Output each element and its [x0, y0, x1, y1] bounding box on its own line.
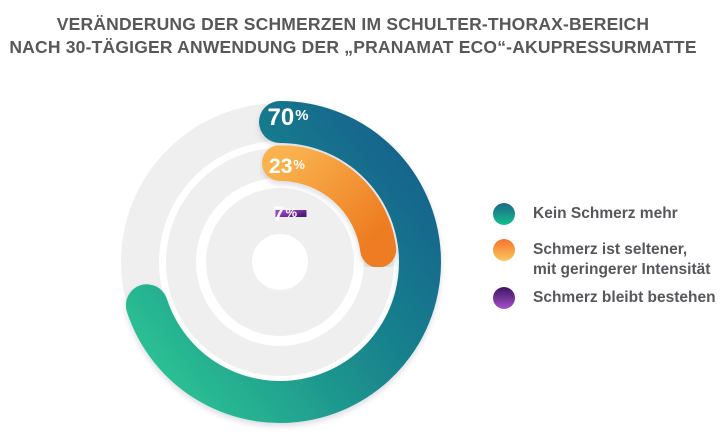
legend-swatch-pain-remains	[493, 287, 515, 309]
legend-label-no-pain: Kein Schmerz mehr	[533, 203, 678, 224]
arc-label-no-pain: 70%	[268, 104, 309, 131]
arc-less-pain	[262, 145, 397, 268]
arc-label-pain-remains: 7%	[273, 203, 298, 226]
chart-title-line2: NACH 30-TÄGIGER ANWENDUNG DER „PRANAMAT …	[9, 36, 697, 57]
legend-label-pain-remains: Schmerz bleibt bestehen	[533, 287, 716, 308]
legend-item-less-pain: Schmerz ist seltener, mit geringerer Int…	[493, 239, 710, 280]
arc-label-no-pain-number: 70	[268, 104, 295, 131]
arc-label-pain-remains-percent-sign: %	[286, 205, 298, 220]
chart-title: VERÄNDERUNG DER SCHMERZEN IM SCHULTER-TH…	[0, 13, 706, 58]
radial-chart-svg: 70% 23% 7%	[121, 101, 441, 423]
legend-label-pain-remains-line1: Schmerz bleibt bestehen	[533, 289, 716, 306]
chart-title-line1: VERÄNDERUNG DER SCHMERZEN IM SCHULTER-TH…	[56, 14, 650, 34]
arc-label-less-pain-number: 23	[269, 155, 292, 178]
arc-no-pain	[125, 101, 441, 423]
legend-label-less-pain: Schmerz ist seltener, mit geringerer Int…	[533, 239, 710, 280]
legend-label-less-pain-line2: mit geringerer Intensität	[533, 261, 711, 278]
legend-label-less-pain-line1: Schmerz ist seltener,	[533, 241, 688, 258]
arc-label-less-pain-percent-sign: %	[293, 157, 305, 172]
radial-chart: 70% 23% 7%	[98, 80, 462, 435]
arc-label-no-pain-percent-sign: %	[295, 108, 308, 124]
arc-label-less-pain: 23%	[269, 155, 305, 178]
legend-item-no-pain: Kein Schmerz mehr	[493, 203, 678, 225]
arc-pain-remains	[261, 192, 321, 235]
legend-swatch-no-pain	[493, 203, 515, 225]
legend-item-pain-remains: Schmerz bleibt bestehen	[493, 287, 716, 309]
arc-label-pain-remains-number: 7	[273, 203, 285, 226]
legend-swatch-less-pain	[493, 239, 515, 261]
legend-label-no-pain-line1: Kein Schmerz mehr	[533, 205, 678, 222]
